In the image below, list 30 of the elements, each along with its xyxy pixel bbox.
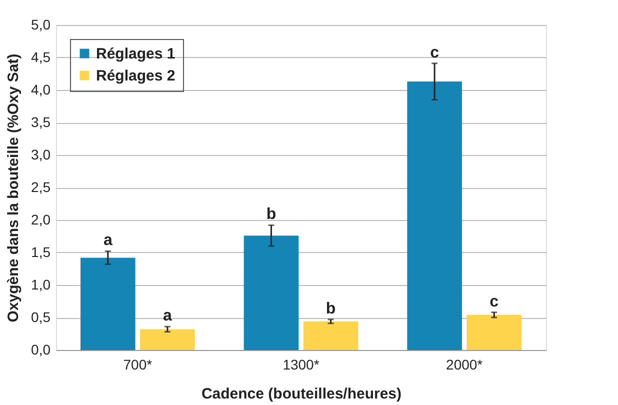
y-tick-label: 0,0 — [31, 342, 51, 358]
y-tick-label: 3,0 — [31, 146, 51, 162]
y-tick-label: 4,5 — [31, 49, 51, 65]
y-tick-label: 2,0 — [31, 212, 51, 228]
data-label: c — [430, 44, 440, 62]
data-label: c — [490, 293, 499, 310]
bar — [80, 258, 136, 350]
x-tick-label: 1300* — [282, 356, 320, 372]
x-tick-label: 2000* — [446, 356, 484, 372]
data-label: a — [162, 308, 172, 325]
bar — [303, 321, 358, 350]
y-tick-label: 2,5 — [31, 179, 51, 195]
legend-label: Réglages 2 — [96, 68, 176, 84]
y-tick-label: 1,0 — [31, 276, 51, 292]
legend-label: Réglages 1 — [96, 46, 176, 62]
data-label: b — [266, 206, 276, 224]
bar — [244, 236, 299, 350]
y-tick-label: 5,0 — [31, 16, 51, 32]
data-label: a — [103, 232, 112, 250]
data-label: b — [326, 300, 336, 318]
y-tick-label: 3,5 — [31, 114, 51, 130]
bar — [140, 329, 195, 350]
y-tick-label: 4,0 — [31, 82, 51, 98]
bar — [407, 82, 462, 350]
x-tick-label: 700* — [123, 356, 153, 372]
y-axis-title: Oxygène dans la bouteille (%Oxy Sat) — [5, 54, 22, 322]
x-axis-title: Cadence (bouteilles/heures) — [201, 386, 402, 402]
y-tick-label: 0,5 — [31, 309, 51, 325]
bar — [466, 314, 522, 350]
y-tick-label: 1,5 — [31, 244, 51, 260]
